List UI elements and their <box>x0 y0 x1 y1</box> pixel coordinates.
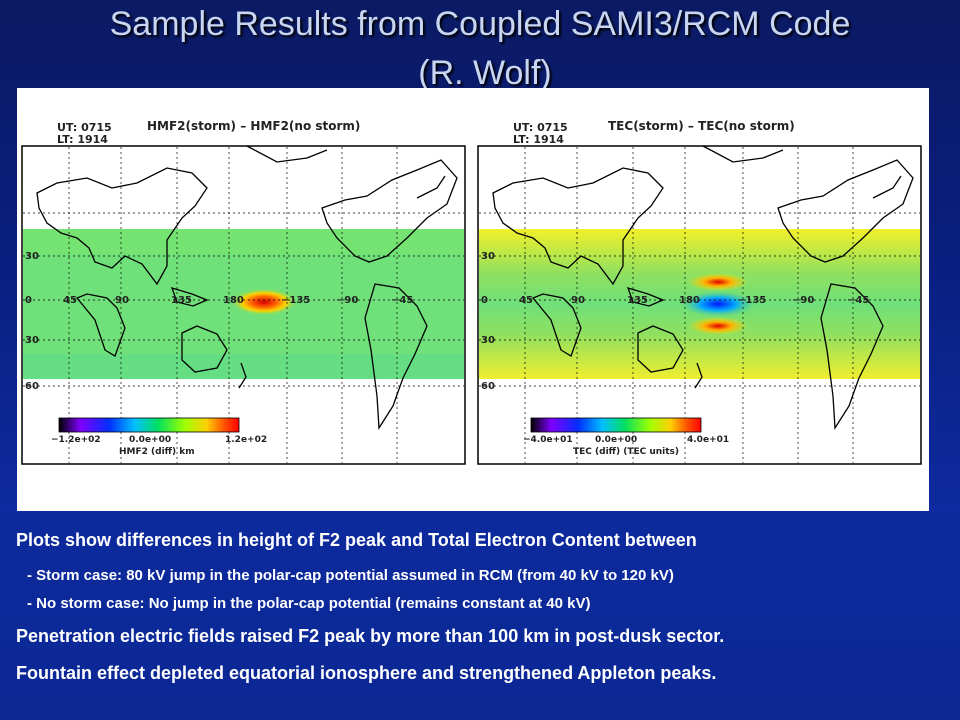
lon-tick-label: 90 <box>571 295 585 306</box>
lat-tick-label: 30 <box>25 335 39 346</box>
lat-tick-label: 60 <box>481 381 495 392</box>
right-colorbar-min: −4.0e+01 <box>523 435 573 445</box>
left-map-svg <box>21 145 466 465</box>
slide-title-author: (R. Wolf) <box>418 54 552 92</box>
left-colorbar-max: 1.2e+02 <box>225 435 268 445</box>
lon-tick-label: −135 <box>737 295 767 306</box>
body-text-line-1: Plots show differences in height of F2 p… <box>16 530 697 550</box>
lat-tick-label: 30 <box>25 251 39 262</box>
lat-tick-label: 30 <box>481 251 495 262</box>
slide-title: Sample Results from Coupled SAMI3/RCM Co… <box>109 5 851 43</box>
lat-tick-label: 30 <box>481 335 495 346</box>
left-ut-label: UT: 0715 <box>57 121 112 134</box>
body-text-line-3: - No storm case: No jump in the polar-ca… <box>27 595 591 612</box>
lat-tick-label: 0 <box>25 295 32 306</box>
right-ut-label: UT: 0715 <box>513 121 568 134</box>
left-colorbar-min: −1.2e+02 <box>51 435 101 445</box>
lon-tick-label: 180 <box>679 295 700 306</box>
lon-tick-label: 45 <box>519 295 533 306</box>
lat-tick-label: 60 <box>25 381 39 392</box>
right-lt-label: LT: 1914 <box>513 133 564 146</box>
right-colorbar-label: TEC (diff) (TEC units) <box>573 447 680 457</box>
right-colorbar-max: 4.0e+01 <box>687 435 730 445</box>
left-lt-label: LT: 1914 <box>57 133 108 146</box>
lon-tick-label: 180 <box>223 295 244 306</box>
body-text-line-4: Penetration electric fields raised F2 pe… <box>16 626 725 646</box>
body-text-line-2: - Storm case: 80 kV jump in the polar-ca… <box>27 567 674 584</box>
left-map-title: HMF2(storm) – HMF2(no storm) <box>147 119 361 133</box>
lon-tick-label: 45 <box>63 295 77 306</box>
lon-tick-label: 90 <box>115 295 129 306</box>
right-map-title: TEC(storm) – TEC(no storm) <box>608 119 795 133</box>
lat-tick-label: 0 <box>481 295 488 306</box>
tec-difference-map: UT: 0715 LT: 1914 TEC(storm) – TEC(no st… <box>473 88 929 511</box>
right-map-svg <box>477 145 922 465</box>
lon-tick-label: 135 <box>171 295 192 306</box>
left-colorbar-mid: 0.0e+00 <box>129 435 172 445</box>
lon-tick-label: 135 <box>627 295 648 306</box>
right-colorbar-mid: 0.0e+00 <box>595 435 638 445</box>
figure-panel: UT: 0715 LT: 1914 HMF2(storm) – HMF2(no … <box>17 88 929 511</box>
left-colorbar-label: HMF2 (diff) km <box>119 447 195 457</box>
lon-tick-label: −45 <box>391 295 414 306</box>
lon-tick-label: −45 <box>847 295 870 306</box>
lon-tick-label: −135 <box>281 295 311 306</box>
lon-tick-label: −90 <box>792 295 815 306</box>
lon-tick-label: −90 <box>336 295 359 306</box>
body-text-line-5: Fountain effect depleted equatorial iono… <box>16 663 717 683</box>
hmf2-difference-map: UT: 0715 LT: 1914 HMF2(storm) – HMF2(no … <box>17 88 473 511</box>
